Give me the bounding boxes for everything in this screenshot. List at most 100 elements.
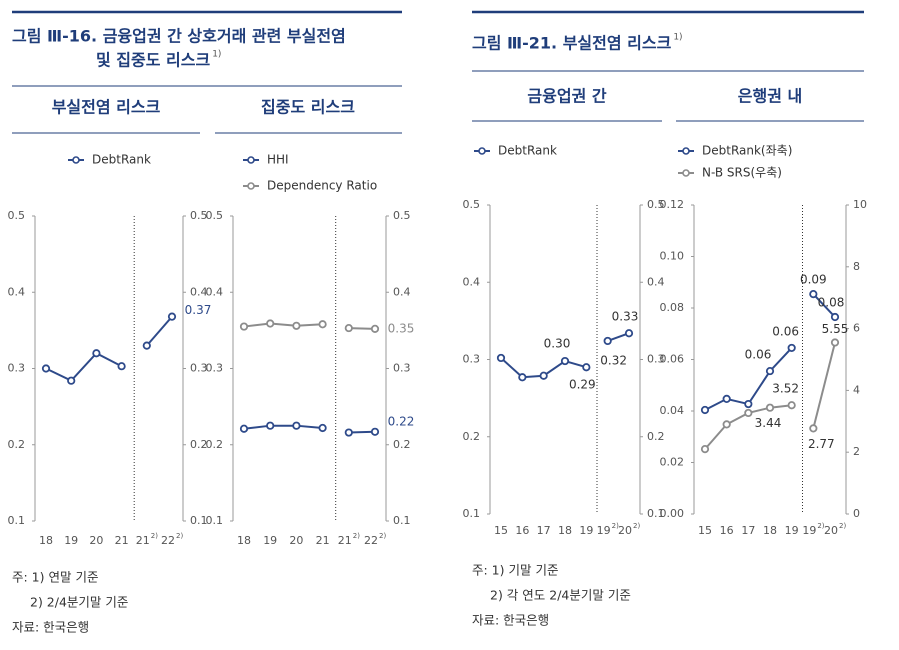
data-point (292, 321, 301, 330)
note: 주: 1) 기말 기준 (472, 563, 558, 578)
legend-marker (478, 147, 486, 155)
y2-tick-label: 0.4 (647, 275, 665, 288)
y-tick-label: 0.1 (206, 514, 224, 527)
y2-tick-label: 0.4 (190, 285, 208, 298)
value-label: 0.33 (612, 310, 639, 324)
data-point (67, 376, 76, 385)
y2-tick-label: 0.2 (647, 430, 665, 443)
x-tick-label: 15 (698, 524, 712, 537)
x-tick-label: 19 (263, 534, 277, 547)
y2-tick-label: 6 (853, 322, 860, 335)
data-point (809, 289, 818, 299)
y-tick-label: 0.4 (463, 275, 481, 288)
x-tick-note: 2) (633, 522, 640, 530)
legend-marker (682, 147, 690, 155)
source: 자료: 한국은행 (472, 613, 549, 628)
y2-tick-label: 0.5 (190, 209, 208, 222)
data-point (239, 322, 249, 331)
y-tick-label: 0.10 (660, 250, 685, 263)
data-point (603, 336, 612, 346)
x-tick-label: 16 (515, 524, 529, 537)
x-tick-label: 18 (558, 524, 572, 537)
y2-tick-label: 0.5 (647, 198, 665, 211)
data-point (765, 366, 775, 376)
data-point (744, 399, 753, 409)
data-point (787, 343, 796, 353)
legend-label: DebtRank (498, 144, 557, 158)
data-point (318, 320, 327, 329)
source: 자료: 한국은행 (12, 620, 89, 635)
y2-tick-label: 0.1 (393, 514, 411, 527)
value-label: 0.35 (388, 321, 415, 335)
value-label: 0.29 (569, 378, 596, 392)
y-tick-label: 0.02 (660, 456, 685, 469)
series-line (812, 342, 836, 429)
x-tick-label: 18 (763, 524, 777, 537)
y-tick-label: 0.2 (8, 438, 26, 451)
y-tick-label: 0.08 (660, 301, 685, 314)
x-tick-label: 18 (39, 534, 53, 547)
data-point (765, 403, 775, 412)
x-tick-label: 22 (161, 534, 175, 547)
data-point (582, 363, 591, 372)
data-point (539, 371, 548, 380)
y2-tick-label: 8 (853, 260, 860, 273)
x-tick-note: 2) (379, 532, 386, 540)
value-label: 0.06 (745, 348, 772, 362)
value-label: 2.77 (808, 437, 835, 451)
y2-tick-label: 0.2 (190, 438, 208, 451)
x-tick-label: 22 (364, 534, 378, 547)
data-point (142, 341, 151, 350)
y2-tick-label: 0 (853, 507, 860, 520)
x-tick-label: 20 (618, 524, 632, 537)
x-tick-note: 2) (353, 532, 360, 540)
data-point (809, 424, 818, 433)
x-tick-label: 19 (64, 534, 78, 547)
x-tick-note: 2) (151, 532, 158, 540)
y-tick-label: 0.2 (463, 430, 481, 443)
data-point (370, 427, 380, 436)
data-point (292, 421, 301, 430)
x-tick-label: 21 (136, 534, 150, 547)
y2-tick-label: 0.3 (393, 362, 411, 375)
figure-title: 그림 Ⅲ-16. 금융업권 간 상호거래 관련 부실전염 (12, 27, 346, 46)
series-line (45, 352, 123, 382)
value-label: 0.09 (800, 273, 827, 287)
data-point (624, 329, 634, 338)
legend-label: N-B SRS(우축) (702, 166, 782, 180)
legend-label: DebtRank(좌축) (702, 144, 792, 158)
y-tick-label: 0.5 (206, 209, 224, 222)
x-tick-label: 21 (338, 534, 352, 547)
y-tick-label: 0.2 (206, 438, 224, 451)
legend-label: DebtRank (92, 153, 151, 167)
y2-tick-label: 2 (853, 445, 860, 458)
panel-title: 부실전염 리스크 (52, 98, 161, 117)
x-tick-label: 20 (824, 524, 838, 537)
y2-tick-label: 0.3 (647, 353, 665, 366)
data-point (266, 421, 275, 430)
value-label: 0.22 (388, 414, 415, 428)
y-tick-label: 0.4 (206, 285, 224, 298)
panel-title: 금융업권 간 (527, 87, 606, 106)
data-point (92, 349, 101, 358)
data-point (344, 428, 353, 437)
legend-label: Dependency Ratio (267, 179, 377, 193)
y-tick-label: 0.4 (8, 285, 26, 298)
y-tick-label: 0.1 (463, 507, 481, 520)
series-line (812, 293, 836, 318)
data-point (744, 408, 753, 418)
data-point (117, 362, 126, 371)
value-label: 3.44 (755, 416, 782, 430)
legend-marker (247, 182, 255, 190)
x-tick-label: 19 (579, 524, 593, 537)
y-tick-label: 0.06 (660, 353, 685, 366)
y2-tick-label: 0.3 (190, 362, 208, 375)
x-tick-label: 16 (720, 524, 734, 537)
y-tick-label: 0.5 (8, 209, 26, 222)
data-point (787, 401, 796, 410)
series-line (243, 322, 323, 328)
y2-tick-label: 0.1 (647, 507, 665, 520)
panel-title: 집중도 리스크 (261, 98, 355, 117)
data-point (167, 312, 177, 321)
